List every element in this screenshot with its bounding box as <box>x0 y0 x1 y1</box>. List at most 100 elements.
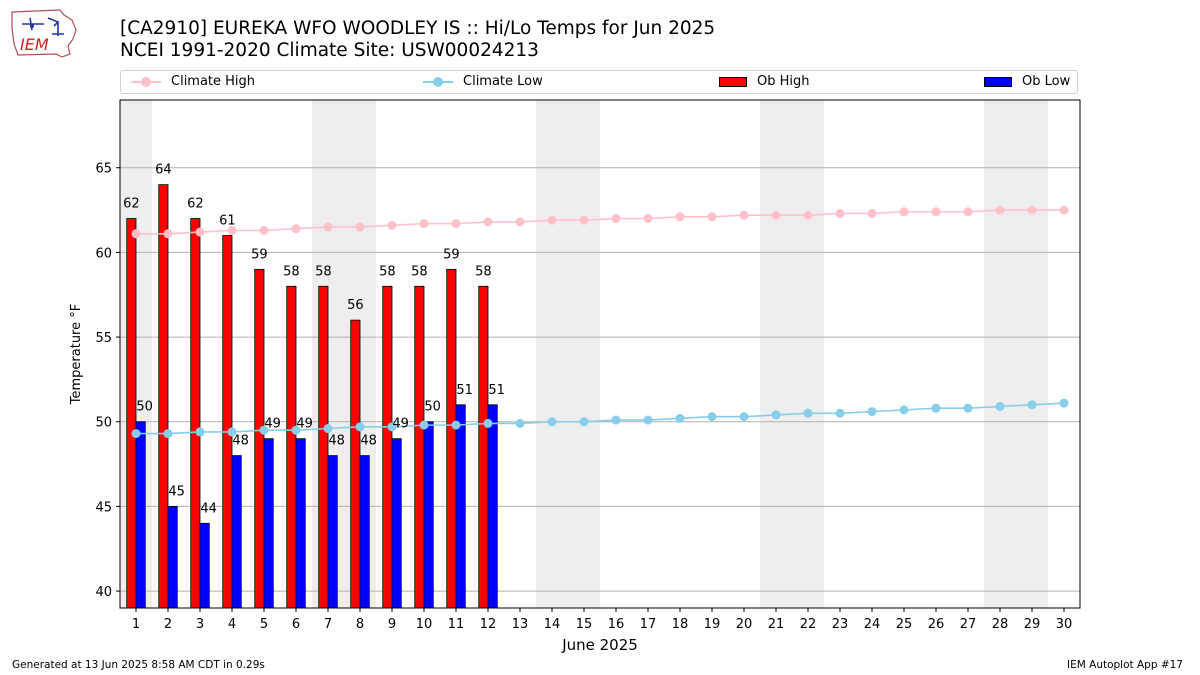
point-climate-high <box>419 219 429 229</box>
iem-logo: IEM <box>11 9 77 58</box>
point-climate-low <box>867 407 877 417</box>
point-climate-high <box>323 222 333 232</box>
point-climate-low <box>547 417 557 427</box>
bar-ob-high <box>126 218 137 609</box>
chart-legend: Climate High Climate Low Ob High Ob Low <box>120 70 1078 94</box>
data-label-ob-low: 50 <box>136 400 153 415</box>
legend-label: Climate Low <box>463 74 543 89</box>
x-tick-label: 14 <box>544 617 561 632</box>
point-climate-high <box>1059 205 1069 215</box>
y-tick-label: 45 <box>95 500 112 515</box>
point-climate-low <box>899 405 909 415</box>
point-climate-high <box>355 222 365 232</box>
legend-label: Ob High <box>757 74 810 89</box>
x-tick-label: 2 <box>164 617 172 632</box>
x-tick-label: 20 <box>736 617 753 632</box>
point-climate-low <box>1059 398 1069 408</box>
legend-label: Ob Low <box>1022 74 1071 89</box>
data-label-ob-high: 58 <box>315 264 332 279</box>
footer-generated: Generated at 13 Jun 2025 8:58 AM CDT in … <box>12 659 265 671</box>
point-climate-high <box>931 207 941 217</box>
data-label-ob-low: 48 <box>360 434 377 449</box>
bar-ob-high <box>222 235 233 609</box>
data-label-ob-low: 49 <box>264 417 281 432</box>
x-tick-label: 10 <box>416 617 433 632</box>
point-climate-low <box>739 412 749 422</box>
weekend-shade <box>760 100 824 608</box>
bar-ob-high <box>446 268 457 609</box>
bar-ob-low <box>231 455 242 609</box>
point-climate-low <box>323 424 333 434</box>
bar-ob-low <box>263 438 274 609</box>
chart-title-block: [CA2910] EUREKA WFO WOODLEY IS :: Hi/Lo … <box>120 18 715 62</box>
bar-ob-high <box>414 285 425 609</box>
bar-ob-low <box>199 522 210 609</box>
bar-ob-low <box>135 421 146 609</box>
x-tick-label: 27 <box>960 617 977 632</box>
point-climate-low <box>195 427 205 437</box>
point-climate-low <box>611 415 621 425</box>
point-climate-high <box>515 217 525 227</box>
x-tick-label: 24 <box>864 617 881 632</box>
bar-ob-low <box>487 404 498 609</box>
data-label-ob-low: 44 <box>200 501 217 516</box>
point-climate-high <box>963 207 973 217</box>
point-climate-low <box>259 425 269 435</box>
x-axis-label: June 2025 <box>561 636 638 654</box>
data-label-ob-low: 48 <box>328 434 345 449</box>
x-tick-label: 3 <box>196 617 204 632</box>
point-climate-high <box>1027 205 1037 215</box>
bar-ob-low <box>167 505 178 609</box>
y-tick-label: 65 <box>95 162 112 177</box>
x-tick-label: 16 <box>608 617 625 632</box>
data-label-ob-low: 45 <box>168 484 185 499</box>
point-climate-high <box>835 208 845 218</box>
legend-item-climate-high: Climate High <box>131 74 255 89</box>
legend-item-ob-low: Ob Low <box>984 74 1070 89</box>
point-climate-low <box>227 427 237 437</box>
data-label-ob-high: 59 <box>443 247 460 262</box>
point-climate-high <box>899 207 909 217</box>
y-tick-label: 55 <box>95 331 112 346</box>
point-climate-high <box>867 208 877 218</box>
point-climate-low <box>931 403 941 413</box>
y-tick-label: 40 <box>95 585 112 600</box>
data-label-ob-high: 58 <box>411 264 428 279</box>
data-label-ob-high: 56 <box>347 298 364 313</box>
point-climate-low <box>1027 400 1037 410</box>
x-tick-label: 19 <box>704 617 721 632</box>
x-tick-label: 15 <box>576 617 593 632</box>
point-climate-high <box>291 224 301 234</box>
bar-ob-low <box>423 421 434 609</box>
point-climate-low <box>771 410 781 420</box>
point-climate-high <box>483 217 493 227</box>
line-climate-low <box>136 402 1065 435</box>
point-climate-low <box>675 413 685 423</box>
data-label-ob-low: 50 <box>424 400 441 415</box>
legend-item-ob-high: Ob High <box>719 74 810 89</box>
point-climate-low <box>835 408 845 418</box>
point-climate-high <box>771 210 781 220</box>
x-tick-label: 23 <box>832 617 849 632</box>
x-tick-label: 13 <box>512 617 529 632</box>
x-tick-label: 5 <box>260 617 268 632</box>
bar-ob-low <box>327 455 338 609</box>
bar-ob-low <box>359 455 370 609</box>
x-tick-label: 22 <box>800 617 817 632</box>
x-tick-label: 17 <box>640 617 657 632</box>
bar-ob-high <box>190 218 201 609</box>
data-label-ob-high: 58 <box>283 264 300 279</box>
y-tick-label: 50 <box>95 416 112 431</box>
bar-ob-high <box>286 285 297 609</box>
bar-ob-low <box>455 404 466 609</box>
x-tick-label: 21 <box>768 617 785 632</box>
x-tick-label: 1 <box>132 617 140 632</box>
legend-label: Climate High <box>171 74 256 89</box>
point-climate-high <box>547 215 557 225</box>
data-label-ob-high: 58 <box>379 264 396 279</box>
point-climate-high <box>803 210 813 220</box>
point-climate-low <box>451 420 461 430</box>
x-tick-label: 28 <box>992 617 1009 632</box>
point-climate-low <box>291 425 301 435</box>
